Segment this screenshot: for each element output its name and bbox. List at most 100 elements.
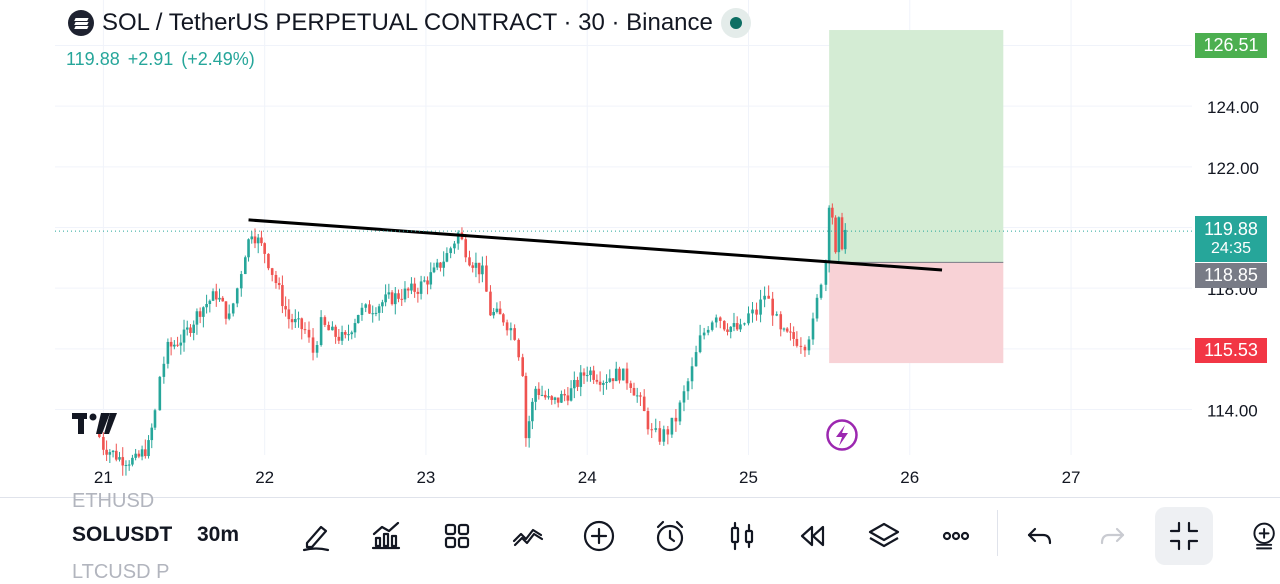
candle-body [390, 292, 394, 305]
layers-icon[interactable] [866, 518, 902, 554]
candle-body [429, 272, 433, 285]
candles-icon[interactable] [724, 518, 760, 554]
candlestick-series [98, 203, 847, 476]
symbol-list-item-prev[interactable]: ETHUSD [72, 490, 155, 512]
candle-body [267, 253, 270, 269]
candle-body [185, 327, 189, 330]
candle-body [489, 291, 492, 316]
candle-body [453, 243, 456, 249]
candle-body [311, 337, 315, 353]
candle-body [654, 428, 658, 430]
candle-body [205, 303, 208, 308]
candle-body [224, 301, 228, 319]
price-change: +2.91 [127, 49, 174, 69]
stop-price-badge[interactable]: 115.53 [1195, 338, 1267, 363]
candle-body [666, 429, 670, 435]
candle-body [618, 368, 621, 381]
candle-body [566, 395, 570, 401]
market-status-icon[interactable] [720, 8, 751, 38]
candle-body [714, 317, 718, 323]
time-scale[interactable]: 21 22 23 24 25 26 27 [94, 468, 1081, 487]
candle-body [602, 382, 605, 385]
candle-body [250, 236, 254, 240]
candle-body [547, 396, 550, 398]
candle-body [140, 449, 144, 457]
candle-body [726, 329, 729, 332]
candle-body [492, 311, 495, 316]
candle-body [195, 311, 199, 325]
target-price-badge[interactable]: 126.51 [1195, 33, 1267, 58]
candle-body [710, 322, 714, 330]
indicators-icon[interactable] [368, 518, 404, 554]
more-icon[interactable] [938, 518, 974, 554]
candle-body [608, 378, 612, 382]
candle-body [343, 332, 347, 335]
candle-body [189, 327, 192, 333]
candle-body [374, 312, 378, 314]
candle-body [690, 366, 694, 382]
last-price-badge[interactable]: 119.88 24:35 [1195, 216, 1267, 262]
candle-body [468, 257, 471, 266]
candle-body [347, 334, 350, 336]
candle-body [263, 243, 266, 254]
candle-body [413, 283, 416, 292]
candle-body [371, 313, 375, 315]
candle-body [509, 328, 513, 331]
last-price: 119.88 [66, 49, 120, 69]
candle-body [270, 268, 274, 275]
candle-body [670, 417, 674, 435]
candle-body [560, 393, 563, 403]
candle-body [827, 207, 831, 263]
candle-body [485, 265, 488, 292]
layout-grid-icon[interactable] [439, 518, 475, 554]
alert-clock-icon[interactable] [652, 518, 688, 554]
candle-body [495, 308, 499, 312]
candle-body [131, 457, 134, 465]
candle-body [208, 300, 212, 304]
candle-body [698, 335, 702, 353]
symbol-list-item-next[interactable]: LTCUSD P [72, 561, 170, 583]
candle-body [658, 428, 662, 442]
candle-body [239, 274, 243, 289]
candle-body [611, 378, 615, 382]
long-position-tool[interactable] [829, 30, 1004, 364]
price-chart[interactable]: 126.00124.00122.00120.00118.00116.00114.… [0, 0, 1280, 500]
time-label: 25 [739, 468, 758, 487]
candle-body [471, 265, 475, 268]
candle-body [534, 388, 537, 402]
undo-icon[interactable] [1022, 518, 1058, 554]
candle-body [162, 363, 166, 377]
candle-body [563, 393, 566, 396]
collapse-button[interactable] [1155, 507, 1213, 565]
candle-body [102, 436, 105, 450]
price-label: 124.00 [1207, 98, 1259, 117]
candle-body [639, 395, 642, 397]
candle-body [837, 217, 841, 253]
loss-zone [829, 262, 1004, 364]
entry-price-badge[interactable]: 118.85 [1195, 263, 1267, 288]
candle-body [803, 346, 807, 351]
candle-body [105, 449, 108, 455]
candle-body [111, 450, 115, 453]
candle-body [517, 339, 520, 358]
candle-body [397, 293, 400, 299]
zoom-icon[interactable] [1250, 518, 1280, 554]
candle-body [605, 381, 608, 383]
candle-body [718, 317, 722, 321]
trendline-segment [248, 218, 943, 272]
patterns-icon[interactable] [510, 518, 546, 554]
candle-body [218, 297, 221, 300]
symbol-title[interactable]: SOL / TetherUS PERPETUAL CONTRACT · 30 ·… [102, 9, 713, 36]
collapse-icon[interactable] [1166, 518, 1202, 554]
candle-body [384, 294, 387, 303]
pen-icon[interactable] [298, 518, 334, 554]
candle-body [192, 324, 195, 333]
add-icon[interactable] [581, 518, 617, 554]
trendline[interactable] [248, 218, 943, 272]
symbol-list-item-current[interactable]: SOLUSDT [72, 523, 172, 546]
quote-line: 119.88 +2.91 (+2.49%) [66, 49, 263, 70]
lightning-icon[interactable] [826, 419, 858, 451]
candle-body [144, 449, 147, 457]
replay-icon[interactable] [795, 518, 831, 554]
interval-button[interactable]: 30m [197, 523, 240, 546]
